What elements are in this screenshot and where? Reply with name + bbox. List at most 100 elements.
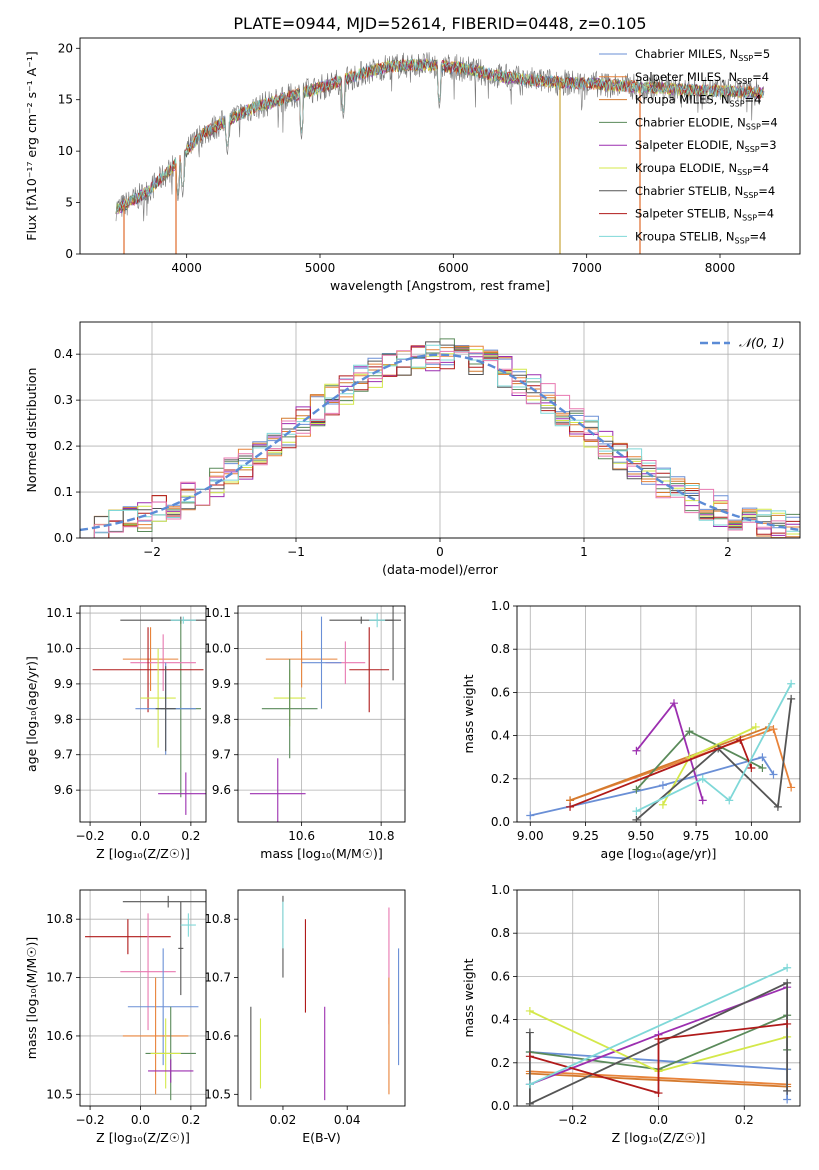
- y-tick-label: 0.0: [491, 815, 510, 829]
- spectrum-lines: [115, 52, 765, 254]
- x-axis-label: wavelength [Angstrom, rest frame]: [330, 278, 550, 293]
- x-tick-label: 0.0: [131, 829, 150, 843]
- y-tick-label: 0.8: [491, 642, 510, 656]
- y-tick-label: 9.8: [54, 712, 73, 726]
- legend-label: Chabrier STELIB, NSSP=4: [635, 184, 775, 200]
- x-axis-label: Z [log₁₀(Z/Z☉)]: [612, 1130, 706, 1145]
- x-axis-label: (data-model)/error: [382, 562, 499, 577]
- mass-weight-line: [635, 698, 793, 821]
- y-tick-label: 0.2: [491, 772, 510, 786]
- y-tick-label: 0.6: [491, 969, 510, 983]
- y-tick-label: 0: [65, 247, 73, 261]
- y-tick-label: 10.5: [46, 1087, 73, 1101]
- legend-label: Kroupa STELIB, NSSP=4: [635, 229, 766, 245]
- x-tick-label: 10.8: [368, 829, 395, 843]
- mass-weight-line: [569, 726, 770, 802]
- x-tick-label: 9.00: [517, 829, 544, 843]
- mass_vs_Z-errorbars: [85, 895, 206, 1101]
- x-axis-label: age [log₁₀(age/yr)]: [601, 846, 717, 861]
- y-tick-label: 0.1: [54, 485, 73, 499]
- x-tick-label: −2: [143, 545, 161, 559]
- y-tick-label: 0.4: [54, 347, 73, 361]
- data-point-marker: [526, 811, 535, 820]
- x-tick-label: 0.0: [131, 1113, 150, 1127]
- x-tick-label: 10.6: [288, 829, 315, 843]
- x-tick-label: −0.2: [558, 1113, 587, 1127]
- legend-label: Salpeter ELODIE, NSSP=3: [635, 138, 777, 154]
- data-point-marker: [747, 764, 756, 772]
- figure-title: PLATE=0944, MJD=52614, FIBERID=0448, z=0…: [233, 14, 646, 33]
- massweight_vs_Z-lines: [525, 963, 792, 1106]
- data-point-marker: [769, 770, 778, 779]
- age_vs_mass-panel: 10.6 10.8 9.6 9.7 9.8 9.9 10.0 10.1 mass [log₁₀(…: [204, 605, 406, 861]
- x-tick-label: 0.2: [181, 1113, 200, 1127]
- x-tick-label: 4000: [171, 261, 202, 275]
- y-tick-label: 10.1: [46, 606, 73, 620]
- mass_vs_Z-panel: −0.2 0.0 0.2 10.5 10.6 10.7 10.8 Z [log₁₀(Z/Z☉)…: [24, 889, 207, 1145]
- mass-weight-line: [636, 683, 792, 813]
- x-tick-label: 9.50: [627, 829, 654, 843]
- y-tick-label: 0.0: [491, 1099, 510, 1113]
- x-tick-label: 0: [436, 545, 444, 559]
- y-axis-label: mass [log₁₀(M/M☉)]: [24, 937, 39, 1059]
- axes-frame: [237, 605, 406, 823]
- data-point-marker: [632, 746, 641, 755]
- y-tick-label: 0.0: [54, 531, 73, 545]
- y-tick-label: 10.7: [204, 971, 231, 985]
- spectrum-legend: Chabrier MILES, NSSP=5 Salpeter MILES, NS…: [599, 47, 778, 245]
- axes-frame: [79, 321, 801, 539]
- residuals-panel: −2 −1 0 1 2 0.0 0.1 0.2 0.3 0.4 (data-model)/error…: [24, 321, 801, 577]
- mass-weight-line: [530, 756, 775, 817]
- y-tick-label: 9.9: [54, 677, 73, 691]
- y-tick-label: 1.0: [491, 883, 510, 897]
- y-tick-label: 9.6: [212, 783, 231, 797]
- mass_vs_ebv-panel: 0.02 0.04 10.5 10.6 10.7 10.8 E(B-V): [204, 889, 406, 1145]
- y-tick-label: 10.0: [46, 641, 73, 655]
- data-point-marker: [669, 699, 678, 708]
- data-point-marker: [698, 774, 707, 783]
- data-point-marker: [725, 796, 734, 805]
- massweight_vs_age-lines: [526, 679, 796, 822]
- massweight_vs_Z-panel: −0.2 0.0 0.2 0.0 0.2 0.4 0.6 0.8 1.0 Z [log₁₀(Z/Z…: [461, 883, 801, 1145]
- axes-frame: [237, 889, 406, 1107]
- model-spectrum-line: [115, 57, 764, 214]
- x-tick-label: 2: [724, 545, 732, 559]
- data-point-marker: [525, 1052, 534, 1061]
- y-tick-label: 10: [58, 144, 73, 158]
- data-point-marker: [751, 722, 760, 731]
- x-tick-label: 6000: [438, 261, 469, 275]
- y-tick-label: 10.1: [204, 606, 231, 620]
- legend-label: Kroupa ELODIE, NSSP=4: [635, 161, 769, 177]
- residual-histogram: [80, 350, 800, 538]
- x-tick-label: 9.75: [683, 829, 710, 843]
- x-axis-label: Z [log₁₀(Z/Z☉)]: [96, 846, 190, 861]
- y-tick-label: 10.0: [204, 641, 231, 655]
- y-tick-label: 10.7: [46, 971, 73, 985]
- y-tick-label: 0.2: [491, 1056, 510, 1070]
- x-axis-label: mass [log₁₀(M/M☉)]: [260, 846, 382, 861]
- legend-label: Salpeter MILES, NSSP=4: [635, 70, 769, 86]
- x-axis-label: Z [log₁₀(Z/Z☉)]: [96, 1130, 190, 1145]
- data-point-marker: [698, 796, 707, 805]
- y-tick-label: 0.6: [491, 685, 510, 699]
- data-point-marker: [525, 1099, 534, 1106]
- y-tick-label: 10.6: [204, 1029, 231, 1043]
- data-point-marker: [783, 963, 792, 972]
- mass-weight-line: [529, 966, 788, 1086]
- data-point-marker: [769, 725, 778, 734]
- y-tick-label: 0.4: [491, 729, 510, 743]
- spectrum-panel: 4000 5000 6000 7000 8000 0 5 10 15 20 wavelength […: [24, 37, 801, 293]
- data-point-marker: [787, 679, 796, 688]
- data-point-marker: [658, 800, 667, 809]
- axes-frame: [516, 605, 801, 823]
- data-point-marker: [525, 1006, 534, 1015]
- x-tick-label: −1: [287, 545, 305, 559]
- y-tick-label: 15: [58, 93, 73, 107]
- y-axis-label: mass weight: [461, 958, 476, 1037]
- axes-frame: [79, 889, 207, 1107]
- data-point-marker: [632, 807, 641, 816]
- age_vs_Z-errorbars: [92, 616, 206, 815]
- data-point-marker: [685, 727, 694, 736]
- y-tick-label: 10.8: [204, 912, 231, 926]
